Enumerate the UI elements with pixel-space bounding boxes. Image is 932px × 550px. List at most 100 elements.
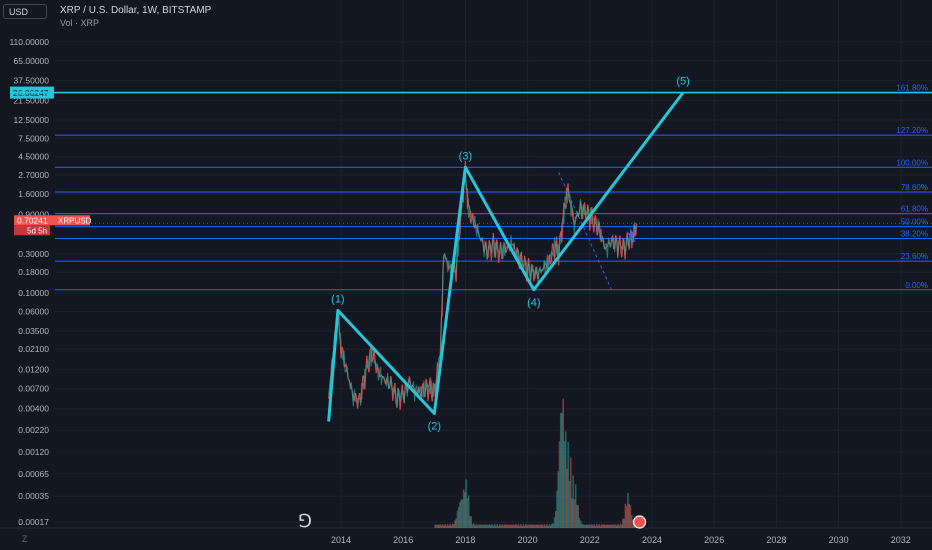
volume-bar — [436, 524, 439, 528]
symbol-label: XRPUSD — [58, 216, 92, 225]
volume-bar — [486, 524, 489, 528]
y-tick-label: 0.03500 — [18, 326, 49, 336]
volume-bar — [521, 526, 523, 528]
y-tick-label: 2.70000 — [18, 170, 49, 180]
volume-bar — [481, 524, 484, 528]
volume-bar — [467, 495, 470, 528]
y-tick-label: 12.50000 — [14, 115, 50, 125]
y-tick-label: 110.00000 — [9, 37, 49, 47]
volume-bar — [576, 505, 578, 528]
volume-bar — [435, 524, 438, 528]
volume-bar — [502, 525, 505, 528]
volume-bar — [545, 525, 547, 528]
volume-bar — [466, 498, 469, 528]
volume-bar — [497, 525, 500, 528]
volume-bar — [452, 524, 455, 528]
x-tick-label: 2032 — [891, 535, 911, 545]
volume-bar — [602, 525, 604, 528]
currency-selector[interactable]: USD — [3, 4, 47, 19]
cross-marker — [626, 228, 636, 243]
volume-bar — [613, 525, 616, 528]
volume-bar — [608, 524, 611, 528]
volume-bar — [469, 515, 471, 528]
volume-bar — [577, 505, 579, 528]
wave-label: (4) — [527, 297, 540, 309]
volume-bar — [510, 524, 512, 528]
volume-bar — [607, 524, 609, 528]
zoom-reset-button[interactable]: Z — [22, 534, 28, 544]
fib-level-label: 100.00% — [896, 158, 928, 167]
volume-bar — [462, 489, 465, 528]
y-tick-label: 0.00035 — [18, 491, 49, 501]
volume-bar — [455, 518, 458, 528]
volume-bar — [571, 498, 573, 528]
fib-level-label: 78.60% — [901, 183, 928, 192]
volume-bar — [456, 510, 459, 528]
y-tick-label: 0.10000 — [18, 288, 49, 298]
volume-bar — [434, 524, 436, 528]
volume-bar — [533, 524, 536, 528]
volume-bar — [618, 525, 621, 528]
volume-bar — [525, 524, 527, 528]
y-tick-label: 0.00017 — [18, 517, 49, 527]
volume-bar — [506, 524, 509, 528]
volume-bar — [553, 517, 556, 528]
volume-bar — [492, 525, 495, 528]
volume-bar — [603, 524, 606, 528]
volume-bar — [594, 525, 597, 528]
volume-bar — [598, 524, 601, 528]
volume-bar — [586, 524, 588, 528]
volume-bar — [520, 524, 522, 528]
volume-bar — [479, 525, 481, 528]
volume-bar — [612, 524, 614, 528]
y-tick-label: 0.30000 — [18, 249, 49, 259]
volume-bar — [494, 524, 496, 528]
volume-bar — [528, 525, 531, 528]
volume-bar — [518, 525, 521, 528]
y-tick-label: 0.90000 — [18, 209, 49, 219]
y-tick-label: 37.50000 — [14, 76, 50, 86]
volume-bar — [538, 524, 541, 528]
y-tick-label: 0.06000 — [18, 307, 49, 317]
volume-bar — [532, 524, 535, 528]
volume-bar — [568, 480, 571, 528]
fib-level-label: 161.80% — [896, 84, 928, 93]
volume-bar — [574, 484, 577, 528]
y-tick-label: 0.02100 — [18, 344, 49, 354]
y-tick-label: 0.18000 — [18, 267, 49, 277]
x-tick-label: 2014 — [331, 535, 351, 545]
volume-bar — [537, 525, 540, 528]
volume-bar — [596, 524, 598, 528]
volume-bar — [491, 524, 494, 528]
volume-bar — [441, 524, 444, 528]
volume-bar — [465, 479, 467, 528]
volume-bar — [450, 525, 453, 528]
x-tick-label: 2028 — [766, 535, 786, 545]
volume-bar — [487, 525, 490, 528]
fib-level-label: 23.60% — [901, 252, 928, 261]
y-tick-label: 7.50000 — [18, 133, 49, 143]
volume-bar — [552, 523, 555, 528]
y-tick-label: 0.00700 — [18, 384, 49, 394]
y-tick-label: 65.00000 — [14, 56, 50, 66]
volume-bar — [475, 524, 477, 528]
volume-bar — [540, 525, 542, 528]
volume-bar — [564, 431, 567, 528]
volume-bar — [495, 525, 497, 528]
volume-bar — [578, 517, 581, 528]
fib-level-label: 127.20% — [896, 126, 928, 135]
volume-bar — [561, 412, 563, 528]
wave-label: (1) — [331, 293, 344, 305]
volume-bar — [526, 525, 528, 528]
flag-icon — [632, 515, 647, 529]
volume-bar — [617, 524, 619, 528]
volume-bar — [498, 524, 501, 528]
x-tick-label: 2022 — [580, 535, 600, 545]
tradingview-logo-icon: ⅁ — [298, 511, 312, 532]
wave-label: (5) — [676, 76, 689, 88]
volume-bar — [500, 525, 502, 528]
fib-level-label: 61.80% — [901, 205, 928, 214]
countdown-badge — [14, 225, 50, 236]
volume-bar — [484, 524, 486, 528]
